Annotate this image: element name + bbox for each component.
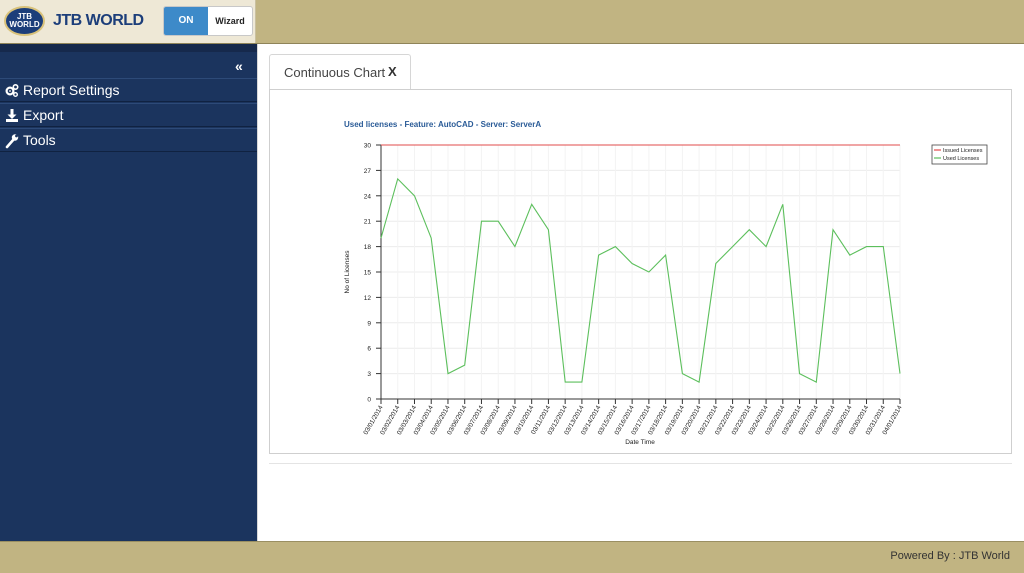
sidebar-item-report-settings[interactable]: Report Settings bbox=[0, 78, 257, 102]
chart-panel bbox=[269, 89, 1012, 454]
footer-text: Powered By : JTB World bbox=[890, 550, 1010, 562]
gears-icon bbox=[5, 79, 19, 101]
top-bar-divider bbox=[0, 43, 1024, 44]
wrench-icon bbox=[5, 129, 19, 151]
tab-continuous-chart[interactable]: Continuous Chart X bbox=[269, 54, 411, 89]
download-icon bbox=[5, 104, 19, 126]
sidebar-item-tools[interactable]: Tools bbox=[0, 128, 257, 152]
footer-divider bbox=[0, 541, 1024, 542]
sidebar-top-strip bbox=[0, 44, 257, 52]
wizard-toggle[interactable]: ON Wizard bbox=[163, 6, 253, 36]
logo-text: JTB WORLD bbox=[53, 12, 144, 29]
sidebar-item-label: Report Settings bbox=[23, 82, 120, 98]
sidebar-item-label: Tools bbox=[23, 132, 56, 148]
logo-badge-text: JTB WORLD bbox=[9, 12, 40, 29]
collapse-sidebar-icon[interactable]: « bbox=[235, 58, 243, 74]
content-separator bbox=[269, 463, 1012, 464]
toggle-wizard-button[interactable]: Wizard bbox=[215, 16, 245, 26]
sidebar-item-label: Export bbox=[23, 107, 64, 123]
close-tab-icon[interactable]: X bbox=[388, 64, 397, 79]
sidebar-item-export[interactable]: Export bbox=[0, 103, 257, 127]
footer: Powered By : JTB World bbox=[0, 541, 1024, 573]
sidebar: « Report Settings Export bbox=[0, 44, 257, 541]
toggle-on-button[interactable]: ON bbox=[164, 7, 208, 35]
tab-label: Continuous Chart bbox=[284, 65, 386, 80]
logo-badge-icon: JTB WORLD bbox=[4, 6, 45, 36]
